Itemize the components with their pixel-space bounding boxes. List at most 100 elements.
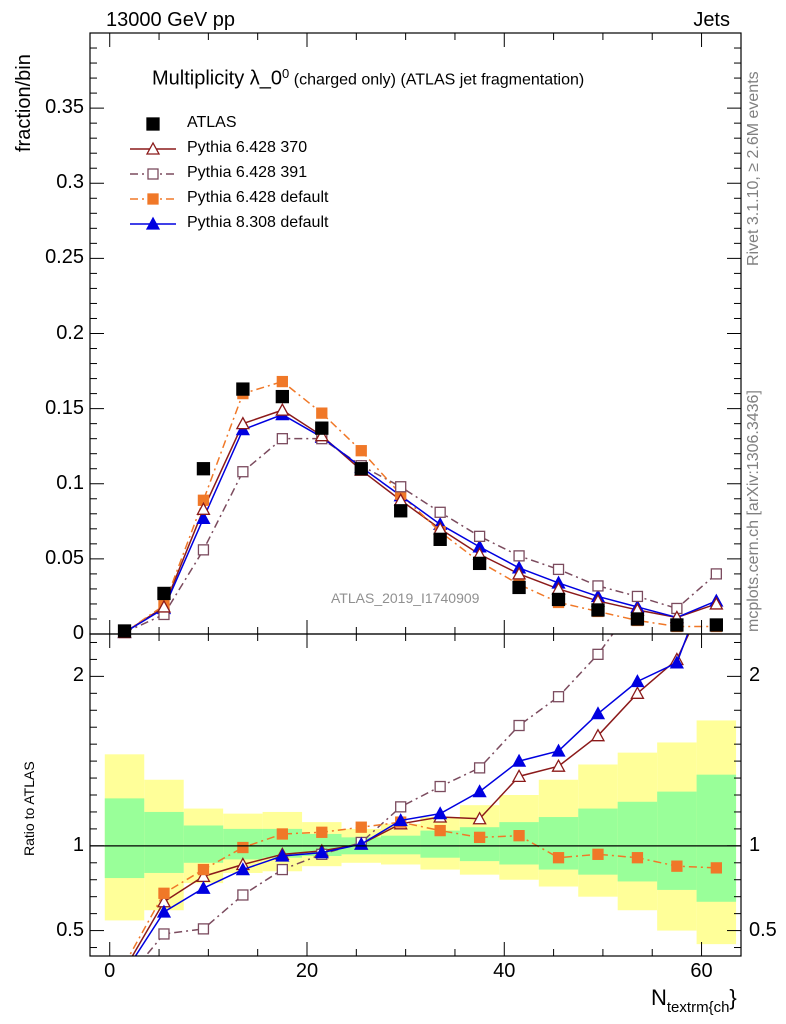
legend-label-p6-391: Pythia 6.428 391 [187, 164, 308, 181]
ratio-y-tick-label-right: 1 [749, 833, 761, 856]
x-axis-label: Ntextrm{ch} [651, 985, 737, 1016]
legend-label-p8-default: Pythia 8.308 default [187, 214, 329, 231]
band-green-bin [104, 798, 145, 879]
ratio-point-s3 [393, 813, 408, 827]
main-point-s4 [196, 510, 211, 524]
ratio-point-s1 [592, 648, 604, 660]
x-tick-label: 60 [690, 960, 713, 982]
ratio-point-s2 [671, 860, 683, 872]
ratio-point-s3 [630, 674, 645, 688]
main-series-line-1 [124, 409, 717, 634]
band-green-bin [380, 835, 421, 855]
main-y-tick-label: 0.3 [56, 171, 84, 194]
ratio-y-tick-label-right: 0.5 [749, 918, 777, 941]
main-point-s0 [236, 382, 250, 396]
main-point-s0 [709, 618, 723, 632]
x-tick-label: 20 [295, 960, 319, 982]
legend-label-atlas: ATLAS [187, 114, 237, 131]
ratio-point-s1 [473, 762, 486, 774]
main-point-s1 [156, 599, 172, 613]
x-tick-label: 0 [104, 960, 116, 982]
main-y-axis-label: fraction/bin [13, 54, 35, 152]
ratio-y-tick-label: 2 [72, 664, 84, 687]
rivet-version-label: Rivet 3.1.10, ≥ 2.6M events [745, 71, 762, 266]
ratio-y-axis-label: Ratio to ATLAS [21, 761, 37, 856]
main-y-tick-label: 0.15 [45, 396, 84, 419]
main-point-s2 [434, 506, 446, 518]
main-point-s0 [117, 624, 132, 638]
main-point-s3 [355, 445, 367, 457]
ratio-point-s1 [395, 801, 407, 813]
panel-frames [89, 32, 742, 957]
main-panel [117, 375, 724, 639]
ratio-point-s3 [472, 784, 487, 798]
main-point-s2 [237, 466, 249, 478]
main-series-line-4 [124, 413, 717, 634]
plot-title-main: Multiplicity λ_0 [152, 67, 283, 90]
ratio-point-s1 [513, 719, 525, 732]
ratio-panel [90, 434, 741, 956]
analysis-tag: ATLAS_2019_I1740909 [331, 590, 480, 606]
main-point-s0 [551, 592, 566, 607]
plot-title-suffix: (charged only) (ATLAS jet fragmentation) [293, 71, 585, 89]
main-point-s1 [511, 566, 527, 580]
main-point-s0 [512, 580, 526, 595]
ratio-point-s2 [434, 824, 446, 837]
ratio-point-s0 [590, 728, 606, 742]
ratio-point-s3 [156, 904, 172, 918]
ratio-point-s0 [472, 811, 487, 825]
main-point-s0 [157, 586, 171, 601]
ratio-point-s1 [276, 863, 288, 876]
main-y-tick-label: 0.2 [56, 321, 84, 344]
ratio-point-s3 [235, 862, 250, 876]
main-point-s1 [275, 402, 290, 416]
ratio-point-s0 [551, 758, 566, 772]
main-point-s0 [315, 421, 329, 435]
ratio-y-tick-label-right: 2 [749, 664, 761, 687]
ratio-point-s3 [511, 753, 527, 767]
ratio-point-s2 [158, 887, 170, 899]
legend-markers [130, 117, 176, 230]
main-point-s2 [552, 563, 565, 576]
ratio-point-s2 [710, 862, 722, 874]
header-left: 13000 GeV pp [106, 9, 235, 31]
main-point-s1 [196, 501, 211, 515]
legend-marker-4 [145, 216, 161, 230]
legend-label-p6-370: Pythia 6.428 370 [187, 139, 308, 156]
ratio-series-line-0 [131, 634, 690, 956]
legend-marker-1 [145, 141, 161, 155]
ratio-series-line-3 [134, 634, 689, 956]
main-point-s1 [235, 416, 250, 430]
ratio-point-s1 [711, 434, 721, 444]
ratio-point-s2 [316, 826, 328, 838]
main-point-s0 [354, 462, 368, 476]
ratio-point-s1 [158, 928, 170, 940]
main-y-tick-label: 0.35 [45, 96, 84, 119]
legend-marker-3 [147, 193, 159, 205]
main-point-s3 [276, 375, 288, 388]
main-point-s1 [314, 428, 329, 442]
legend-marker-2 [147, 168, 159, 180]
ratio-point-s3 [669, 655, 684, 669]
ratio-point-s2 [197, 863, 210, 876]
main-point-s0 [591, 603, 605, 617]
main-point-s2 [592, 580, 604, 592]
main-point-s0 [433, 532, 447, 546]
ratio-point-s2 [276, 828, 288, 840]
band-green-bin [183, 825, 224, 863]
ratio-point-s3 [590, 706, 606, 720]
main-point-s2 [710, 568, 722, 580]
band-green-bin [696, 774, 737, 902]
ratio-point-s1 [237, 889, 249, 901]
x-axis-label-sub: textrm{ch [666, 999, 730, 1016]
ratio-point-s2 [355, 821, 367, 833]
main-point-s1 [709, 596, 724, 610]
ratio-point-s3 [551, 743, 566, 757]
main-point-s0 [275, 389, 289, 404]
main-series-line-3 [124, 380, 717, 634]
band-green-bin [144, 811, 184, 873]
main-y-tick-label: 0 [72, 622, 84, 644]
band-green-bin [578, 808, 618, 875]
ratio-point-s1 [672, 519, 682, 529]
